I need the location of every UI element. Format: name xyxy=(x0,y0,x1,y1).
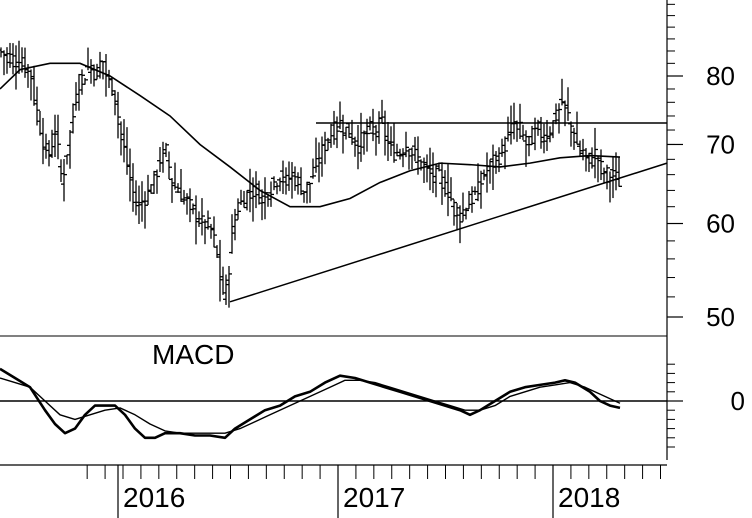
ohlc-bar xyxy=(496,147,502,173)
year-label: 2018 xyxy=(558,482,620,513)
ohlc-bars xyxy=(0,40,622,308)
ohlc-bar xyxy=(82,77,88,85)
ohlc-bar xyxy=(163,142,169,158)
ohlc-bar xyxy=(199,198,205,236)
ohlc-bar xyxy=(235,198,241,220)
moving-average-line xyxy=(0,62,621,208)
ohlc-bar xyxy=(502,136,508,170)
ohlc-bar xyxy=(334,116,340,149)
ohlc-bar xyxy=(592,127,598,179)
ohlc-bar xyxy=(457,205,463,244)
ohlc-bar xyxy=(469,186,475,213)
ohlc-bar xyxy=(211,216,217,248)
ohlc-bar xyxy=(115,91,121,139)
year-label: 2017 xyxy=(343,482,405,513)
ohlc-bar xyxy=(70,103,76,134)
indicator-panel xyxy=(0,367,667,440)
macd-signal-line xyxy=(0,377,621,434)
ohlc-bar xyxy=(568,121,574,147)
ohlc-bar xyxy=(556,103,562,134)
ohlc-bar xyxy=(34,86,40,126)
ohlc-bar xyxy=(478,170,484,209)
price-tick-label: 50 xyxy=(706,302,735,332)
support-line xyxy=(229,162,668,303)
ohlc-bar xyxy=(598,149,604,181)
ohlc-bar xyxy=(154,169,160,194)
ohlc-bar xyxy=(307,182,313,203)
macd-tick-label: 0 xyxy=(731,386,745,416)
ohlc-bar xyxy=(61,159,67,202)
macd-line xyxy=(0,367,621,440)
ohlc-bar xyxy=(142,191,148,229)
ohlc-bar xyxy=(55,114,61,160)
ohlc-bar xyxy=(391,122,397,163)
ohlc-bar xyxy=(364,118,370,152)
year-label: 2016 xyxy=(123,482,185,513)
ohlc-bar xyxy=(304,181,310,204)
ohlc-bar xyxy=(271,176,277,191)
ohlc-bar xyxy=(310,158,316,179)
ohlc-bar xyxy=(403,131,409,158)
ohlc-bar xyxy=(448,177,454,202)
price-tick-label: 70 xyxy=(706,129,735,159)
ohlc-bar xyxy=(604,164,610,190)
ohlc-bar xyxy=(166,151,172,180)
ohlc-bar xyxy=(226,265,232,308)
indicator-title: MACD xyxy=(152,339,234,370)
ohlc-bar xyxy=(79,69,85,95)
ohlc-bar xyxy=(451,199,457,226)
ohlc-bar xyxy=(187,188,193,223)
price-tick-label: 60 xyxy=(706,209,735,239)
ohlc-bar xyxy=(565,87,571,121)
price-tick-label: 80 xyxy=(706,61,735,91)
price-panel xyxy=(0,40,668,308)
ohlc-bar xyxy=(463,207,469,220)
ohlc-bar xyxy=(268,181,274,207)
